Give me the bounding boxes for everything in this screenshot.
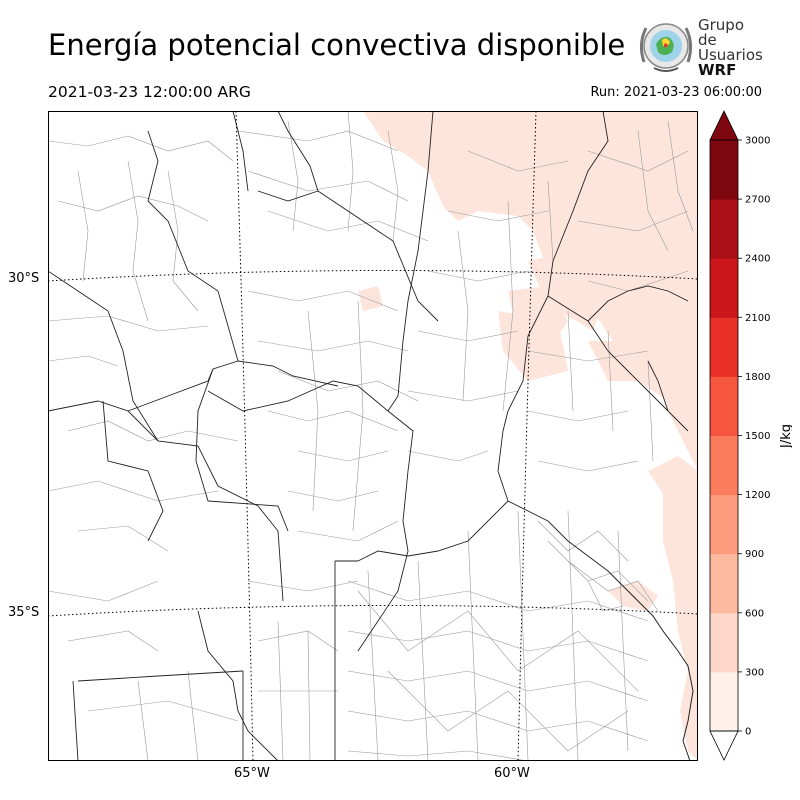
colorbar-tick-label: 2400 — [745, 254, 770, 265]
colorbar: 0 300 600 900 1200 1500 1800 2100 2400 2700 3000 J… — [709, 110, 792, 761]
colorbar-tick-label: 1500 — [745, 431, 770, 442]
logo-line-3: WRF — [698, 61, 737, 79]
valid-time: 2021-03-23 12:00:00 ARG — [48, 83, 251, 101]
graticule — [48, 111, 698, 761]
colorbar-bin — [710, 494, 738, 555]
colorbar-tick-label: 3000 — [745, 136, 770, 147]
colorbar-bin — [710, 435, 738, 496]
colorbar-label: J/kg — [779, 424, 792, 449]
lon-label-65: 65°W — [234, 766, 270, 781]
colorbar-extend-min — [709, 730, 739, 761]
colorbar-bin — [710, 317, 738, 377]
globe-icon — [639, 23, 693, 72]
lon-label-60: 60°W — [494, 766, 530, 781]
colorbar-bin — [710, 671, 738, 732]
colorbar-tick-label: 600 — [745, 608, 764, 619]
map-title: Energía potencial convectiva disponible — [48, 28, 626, 62]
cape-field — [358, 111, 698, 761]
colorbar-tick-label: 2100 — [745, 313, 770, 324]
province-boundaries — [48, 111, 689, 761]
colorbar-bin — [710, 612, 738, 673]
colorbar-tick-label: 1200 — [745, 490, 770, 501]
logo-line-1: Grupo de — [698, 16, 744, 49]
colorbar-extend-max — [709, 110, 739, 141]
map-panel — [48, 111, 698, 761]
colorbar-bin — [710, 553, 738, 614]
wrf-logo: Grupo de Usuarios WRF — [636, 14, 766, 78]
colorbar-tick-label: 300 — [745, 667, 764, 678]
map-frame — [48, 111, 698, 761]
run-time: Run: 2021-03-23 06:00:00 — [590, 85, 762, 100]
colorbar-bin — [710, 140, 738, 200]
coastline — [607, 570, 694, 761]
colorbar-bin — [710, 199, 738, 259]
colorbar-tick-label: 900 — [745, 549, 764, 560]
colorbar-ticks: 0 300 600 900 1200 1500 1800 2100 2400 2700 3000 — [738, 136, 770, 738]
colorbar-bin — [710, 258, 738, 318]
department-boundaries — [48, 111, 694, 761]
colorbar-tick-label: 0 — [745, 727, 751, 738]
lat-label-35: 35°S — [8, 605, 40, 620]
colorbar-tick-label: 1800 — [745, 372, 770, 383]
colorbar-tick-label: 2700 — [745, 195, 770, 206]
lat-label-30: 30°S — [8, 271, 40, 286]
colorbar-bins — [710, 140, 738, 732]
colorbar-bin — [710, 376, 738, 436]
logo-line-2: Usuarios — [698, 46, 763, 64]
